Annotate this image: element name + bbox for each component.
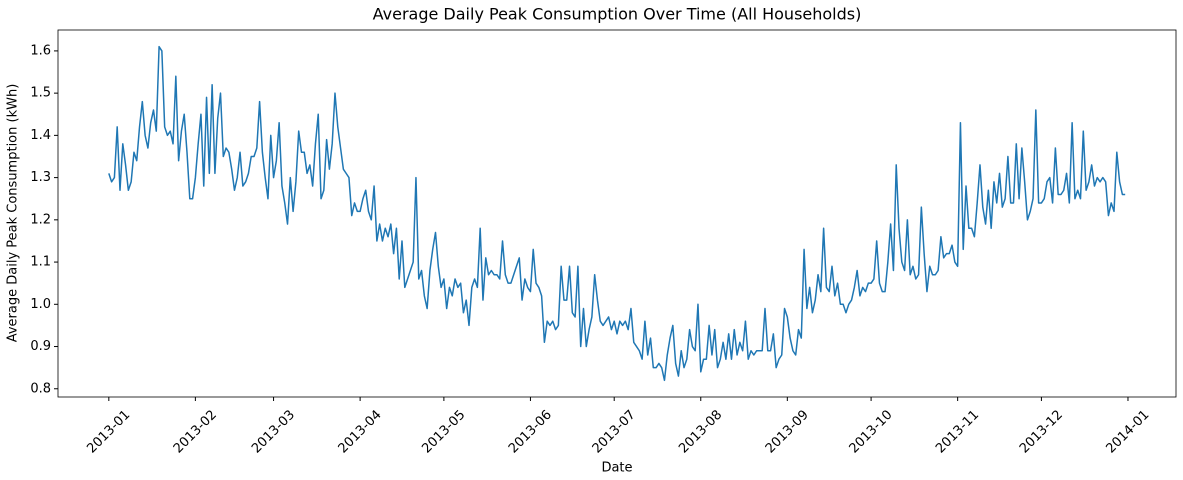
data-line xyxy=(108,45,1126,382)
y-tick-label: 0.9 xyxy=(30,339,51,354)
y-tick-label: 0.8 xyxy=(30,381,51,396)
y-tick-label: 1.3 xyxy=(30,170,51,185)
y-tick-label: 1.0 xyxy=(30,297,51,312)
y-tick-label: 1.6 xyxy=(30,43,51,58)
y-tick-label: 1.4 xyxy=(30,128,51,143)
y-tick-label: 1.5 xyxy=(30,86,51,101)
chart-title: Average Daily Peak Consumption Over Time… xyxy=(373,5,862,24)
plot-frame xyxy=(57,29,1177,398)
y-tick-label: 1.2 xyxy=(30,212,51,227)
x-axis-label: Date xyxy=(601,461,632,476)
y-tick-label: 1.1 xyxy=(30,255,51,270)
y-axis-label: Average Daily Peak Consumption (kWh) xyxy=(6,84,21,343)
